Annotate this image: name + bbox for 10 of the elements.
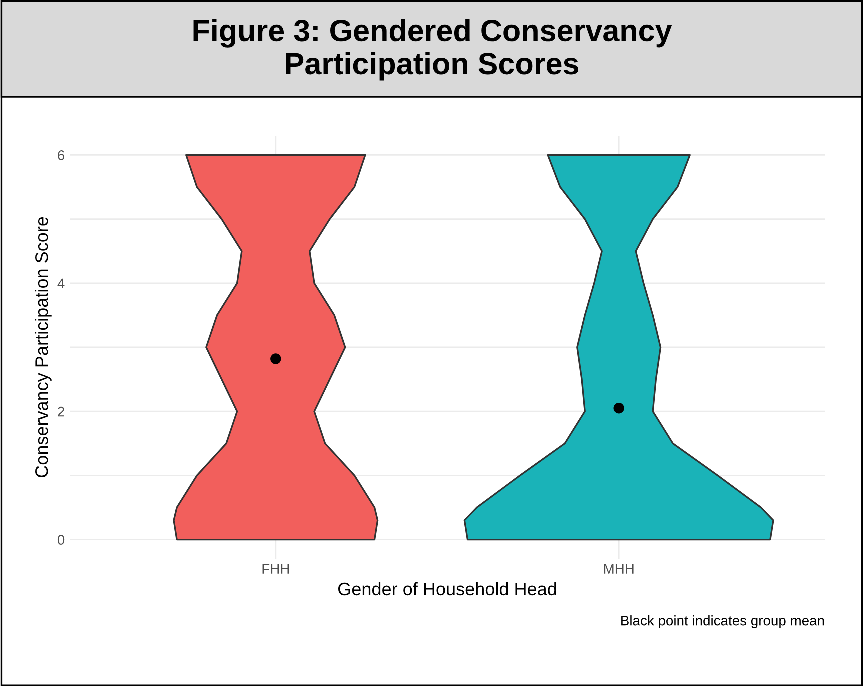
x-axis-title: Gender of Household Head	[338, 582, 556, 596]
x-tick-label: FHH	[262, 564, 290, 574]
text: Black point indicates group mean	[622, 616, 824, 628]
chart-title: Figure 3: Gendered Conservancy Participation Scores	[194, 19, 672, 81]
x-tick-label: MHH	[604, 564, 634, 574]
y-axis-title: Conservancy Participation Score	[35, 217, 52, 478]
y-tick-label: 2	[58, 406, 64, 417]
y-tick-label: 0	[58, 535, 65, 545]
y-tick-label: 4	[58, 278, 65, 288]
y-tick-label: 6	[58, 150, 65, 160]
